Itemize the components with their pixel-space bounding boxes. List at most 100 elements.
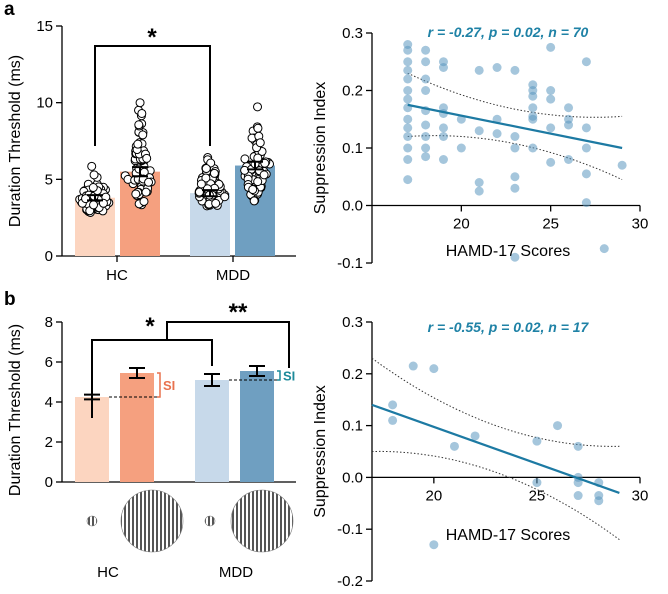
small-grating-mdd: [204, 515, 216, 527]
group-label: HC: [97, 564, 119, 581]
significance-star: *: [147, 24, 157, 51]
data-point: [564, 155, 574, 164]
data-point: [388, 400, 398, 410]
data-point: [259, 170, 269, 180]
y-tick-label: -0.2: [337, 573, 363, 590]
data-point: [253, 102, 263, 112]
data-point: [403, 143, 413, 153]
data-point: [474, 178, 484, 187]
panel-a-scatter-chart: -0.1 0.0 0.1 0.2 0.3 20 25 30 HAMD-17 Scores Supp…: [312, 24, 648, 272]
data-point: [581, 198, 591, 208]
y-tick-label: 8: [45, 314, 53, 331]
error-bar-overlay: [247, 160, 263, 171]
data-point: [421, 132, 431, 141]
data-point: [201, 164, 211, 174]
data-point: [546, 94, 556, 104]
data-point: [510, 143, 520, 153]
panel-a-label: a: [4, 0, 15, 20]
y-tick-label: 0.1: [342, 140, 363, 157]
group-label: MDD: [219, 564, 253, 581]
x-tick-label: 30: [632, 216, 649, 233]
data-point: [573, 478, 583, 488]
data-point: [133, 139, 143, 149]
significance-star: *: [145, 313, 155, 340]
data-point: [388, 415, 398, 425]
data-point: [408, 361, 418, 371]
x-tick-label: 20: [426, 487, 443, 504]
data-point: [403, 65, 413, 75]
data-point: [546, 157, 556, 167]
data-point: [249, 196, 259, 206]
data-point: [403, 45, 413, 55]
data-point: [528, 114, 538, 124]
data-point: [492, 63, 502, 72]
data-point: [253, 177, 263, 187]
data-point: [581, 169, 591, 179]
data-point: [532, 436, 542, 446]
x-tick-label: 25: [542, 216, 559, 233]
error-bar: [249, 365, 265, 377]
y-tick-label: 0.0: [342, 469, 363, 486]
y-tick-label: 0.1: [342, 418, 363, 435]
y-tick-label: 0.0: [342, 198, 363, 215]
panel-a-bar-chart: 0 5 10 15 HC MDD Duration Threshold (ms) *: [7, 18, 296, 284]
data-point: [421, 74, 431, 84]
group-label: HC: [106, 267, 128, 284]
data-point: [421, 57, 431, 67]
large-grating-mdd: [230, 489, 294, 553]
y-axis-label: Suppression Index: [312, 385, 329, 518]
significance-bracket: [91, 339, 213, 418]
y-tick-label: -0.1: [337, 521, 363, 538]
confidence-band-upper: [371, 357, 620, 447]
data-point: [137, 108, 147, 118]
data-point: [474, 186, 484, 196]
data-point: [403, 132, 413, 141]
data-point: [456, 143, 466, 153]
data-point: [253, 123, 263, 133]
data-point: [260, 158, 270, 168]
data-point: [546, 86, 556, 95]
data-point: [403, 123, 413, 133]
data-point: [88, 183, 98, 193]
data-point: [510, 132, 520, 141]
data-point: [135, 98, 145, 108]
y-tick-label: 0.2: [342, 83, 363, 100]
data-point: [131, 189, 141, 199]
data-point: [421, 152, 431, 162]
regression-line: [407, 103, 623, 150]
data-point: [438, 155, 448, 164]
confidence-band-lower: [371, 450, 620, 541]
bar: [195, 380, 229, 482]
significance-stars: **: [229, 299, 248, 326]
data-point: [194, 187, 204, 197]
y-tick-label: 6: [45, 354, 53, 371]
bar: [120, 373, 154, 482]
data-point: [429, 540, 439, 550]
data-point: [594, 496, 604, 506]
data-point: [546, 42, 556, 52]
confidence-band-upper: [407, 72, 623, 118]
significance-bracket: [94, 45, 211, 146]
data-point: [528, 143, 538, 153]
y-tick-label: 15: [36, 18, 53, 35]
data-point: [581, 57, 591, 67]
data-point: [403, 74, 413, 84]
error-bar-overlay: [87, 194, 103, 202]
data-point: [510, 172, 520, 182]
data-point: [87, 161, 97, 171]
data-point: [141, 187, 151, 197]
data-point: [528, 103, 538, 113]
regression-line: [371, 403, 620, 494]
significance-bracket: [166, 321, 290, 368]
group-label: MDD: [216, 267, 250, 284]
data-point: [510, 65, 520, 75]
data-point: [209, 168, 219, 178]
si-label: SI: [163, 378, 175, 393]
data-point: [142, 153, 152, 163]
data-point: [492, 129, 502, 139]
data-point: [403, 175, 413, 185]
data-point: [573, 491, 583, 501]
large-grating-hc: [120, 489, 184, 553]
si-bracket: [157, 372, 161, 398]
error-bar-overlay: [202, 189, 218, 198]
